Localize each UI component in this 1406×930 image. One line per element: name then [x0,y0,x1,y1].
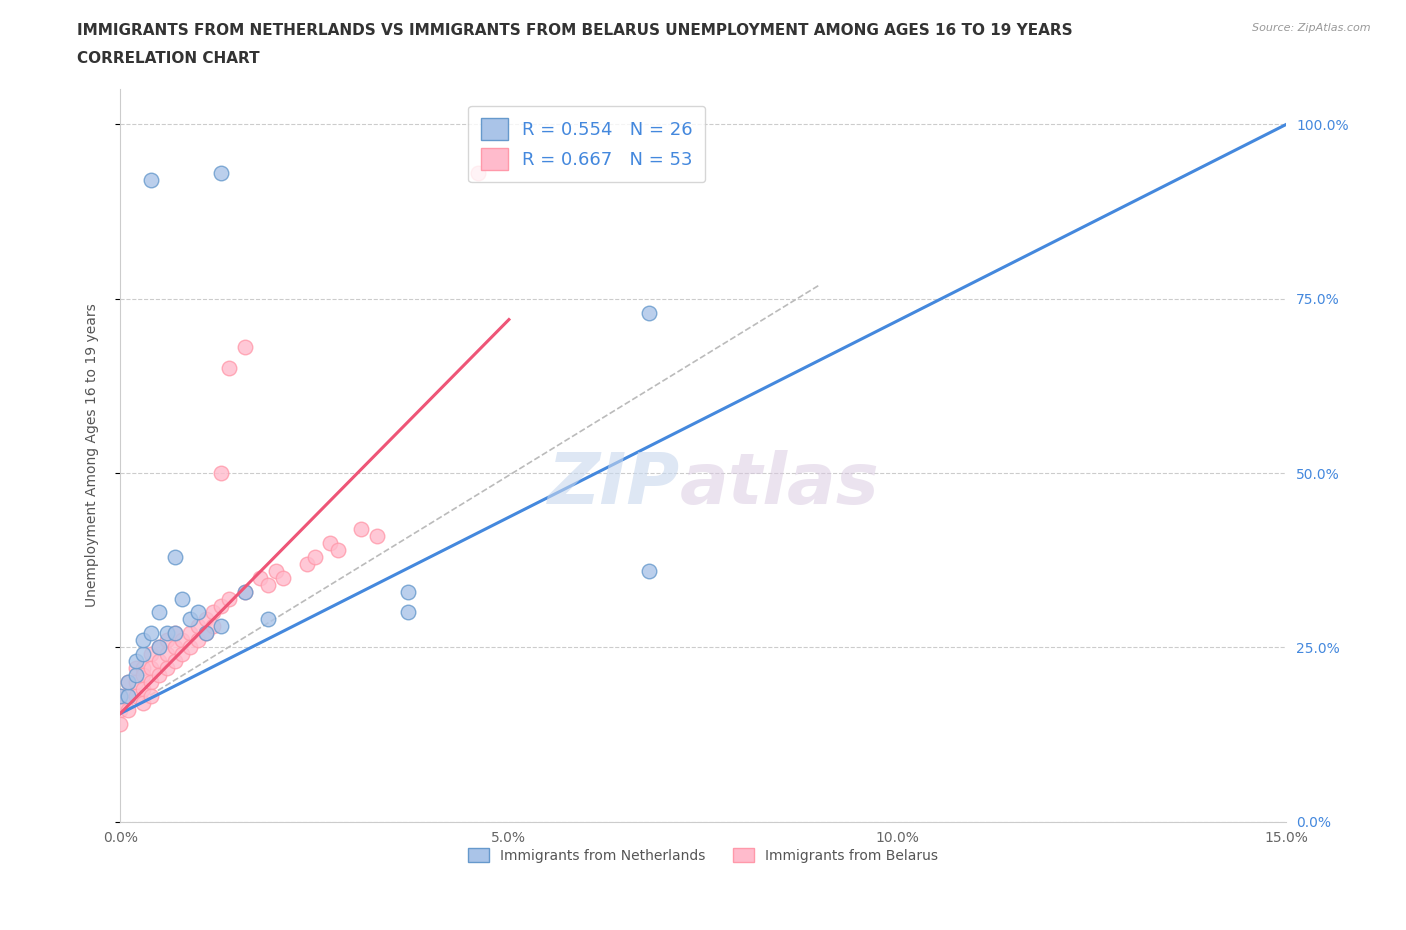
Point [141,647,163,662]
Point [396,584,419,599]
Point [141,675,163,690]
Point [194,612,217,627]
Point [141,661,163,676]
Point [125,675,148,690]
Point [187,619,209,634]
Point [249,570,271,585]
Point [257,578,280,592]
Point [638,564,661,578]
Point [172,633,194,648]
Point [233,584,256,599]
Point [141,173,163,188]
Legend: Immigrants from Netherlands, Immigrants from Belarus: Immigrants from Netherlands, Immigrants … [461,841,945,870]
Point [179,626,201,641]
Point [141,689,163,704]
Point [108,689,131,704]
Point [156,633,179,648]
Point [125,689,148,704]
Point [156,647,179,662]
Point [132,682,155,697]
Point [467,166,489,180]
Point [194,626,217,641]
Point [257,612,280,627]
Point [233,340,256,355]
Point [117,675,139,690]
Point [141,626,163,641]
Point [117,689,139,704]
Point [148,605,170,620]
Point [117,703,139,718]
Point [179,612,201,627]
Point [396,605,419,620]
Point [350,522,373,537]
Point [366,528,388,543]
Point [172,647,194,662]
Point [319,536,342,551]
Point [163,654,186,669]
Text: IMMIGRANTS FROM NETHERLANDS VS IMMIGRANTS FROM BELARUS UNEMPLOYMENT AMONG AGES 1: IMMIGRANTS FROM NETHERLANDS VS IMMIGRANT… [77,23,1073,38]
Point [264,564,287,578]
Point [117,675,139,690]
Point [148,654,170,669]
Point [132,661,155,676]
Point [125,661,148,676]
Point [202,605,225,620]
Point [108,689,131,704]
Point [163,626,186,641]
Point [194,626,217,641]
Point [132,668,155,683]
Point [125,668,148,683]
Point [326,542,349,557]
Text: CORRELATION CHART: CORRELATION CHART [77,51,260,66]
Point [187,605,209,620]
Point [209,598,232,613]
Text: ZIP: ZIP [548,450,681,519]
Point [163,626,186,641]
Point [132,696,155,711]
Point [202,619,225,634]
Point [148,640,170,655]
Point [148,640,170,655]
Point [304,550,326,565]
Point [209,166,232,180]
Point [156,626,179,641]
Point [209,466,232,481]
Point [172,591,194,606]
Text: Source: ZipAtlas.com: Source: ZipAtlas.com [1253,23,1371,33]
Point [209,619,232,634]
Text: atlas: atlas [681,450,880,519]
Point [148,668,170,683]
Point [132,633,155,648]
Point [218,591,240,606]
Point [163,640,186,655]
Point [295,556,318,571]
Point [187,633,209,648]
Point [163,550,186,565]
Point [179,640,201,655]
Point [125,654,148,669]
Point [218,361,240,376]
Point [117,689,139,704]
Point [156,661,179,676]
Point [233,584,256,599]
Point [638,305,661,320]
Y-axis label: Unemployment Among Ages 16 to 19 years: Unemployment Among Ages 16 to 19 years [86,304,100,607]
Point [108,717,131,732]
Point [273,570,295,585]
Point [108,703,131,718]
Point [132,647,155,662]
